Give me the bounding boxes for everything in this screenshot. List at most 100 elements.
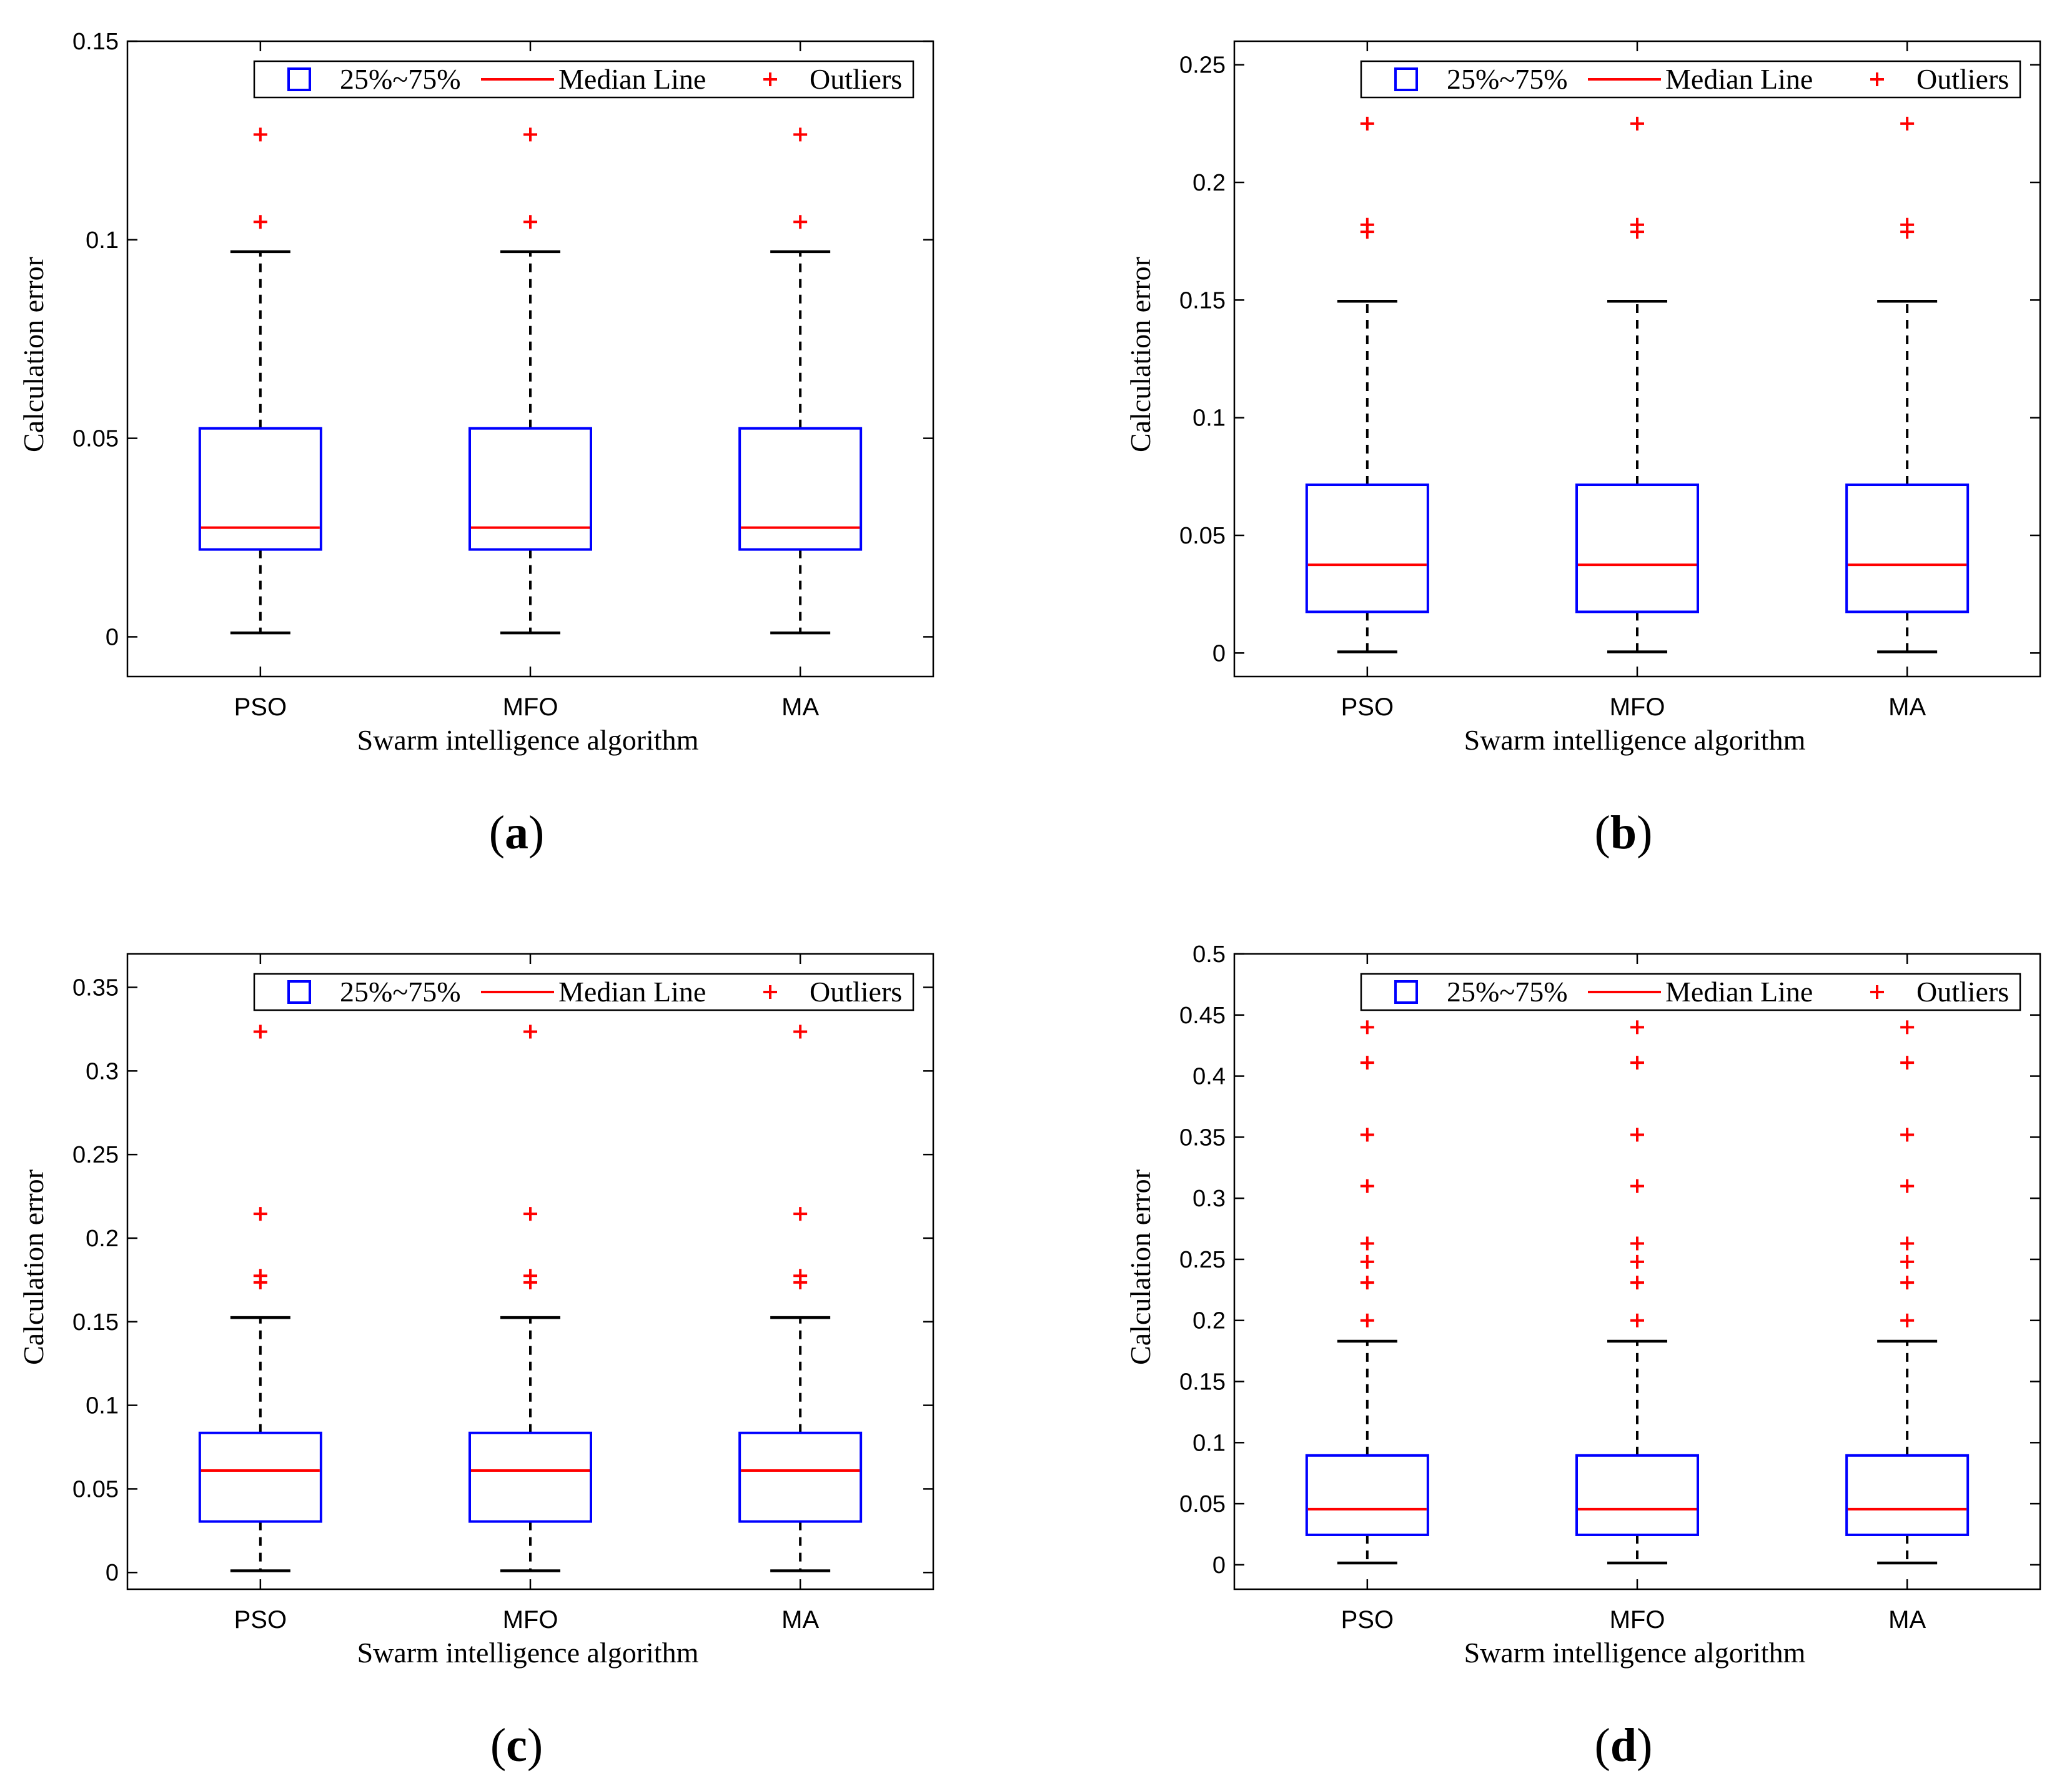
outlier-point	[1900, 1179, 1915, 1193]
outlier-point	[1360, 1236, 1374, 1251]
legend: 25%~75% Median Line Outliers	[1360, 60, 2021, 99]
panel-label: (a)	[489, 806, 545, 859]
outlier-point	[523, 215, 537, 229]
outlier-point	[1360, 1313, 1374, 1327]
panel-label-open: (	[490, 1719, 506, 1772]
iqr-box	[468, 427, 592, 551]
x-tick-label: PSO	[234, 693, 287, 721]
y-tick-label: 0.15	[1179, 1369, 1226, 1396]
y-tick-label: 0.25	[1179, 1247, 1226, 1273]
box-mfo	[468, 127, 592, 635]
legend-frame	[1360, 973, 2021, 1011]
iqr-box	[198, 1431, 322, 1523]
x-tick-label: MFO	[1610, 1606, 1665, 1634]
x-tick-label: PSO	[1341, 1606, 1394, 1634]
outlier-point	[253, 1207, 267, 1221]
legend-box-swatch	[287, 67, 311, 91]
outlier-point	[1360, 217, 1374, 232]
iqr-box	[1845, 484, 1970, 613]
outlier-point	[523, 1024, 537, 1039]
panel-label: (c)	[490, 1719, 543, 1772]
x-axis-label: Swarm intelligence algorithm	[357, 1637, 699, 1669]
outlier-point	[1900, 116, 1915, 131]
outlier-point	[1900, 1236, 1915, 1251]
y-tick-label: 0.2	[1192, 1308, 1226, 1334]
x-tick-label: MFO	[503, 693, 558, 721]
legend-outlier-label: Outliers	[810, 976, 902, 1008]
y-tick-label: 0.15	[1179, 287, 1226, 314]
legend-box-label: 25%~75%	[1447, 976, 1568, 1008]
outlier-point	[793, 1207, 808, 1221]
y-tick-label: 0.1	[86, 227, 119, 254]
panel-label-letter: c	[506, 1719, 527, 1772]
x-tick-label: PSO	[1341, 693, 1394, 721]
x-tick-label: PSO	[234, 1606, 287, 1634]
outlier-point	[523, 127, 537, 142]
legend: 25%~75% Median Line Outliers	[253, 973, 915, 1011]
y-axis-label: Calculation error	[1124, 257, 1156, 452]
outlier-point	[253, 215, 267, 229]
outlier-point	[1630, 1020, 1644, 1034]
outlier-point	[253, 1269, 267, 1283]
y-tick-label: 0.15	[72, 29, 119, 55]
x-axis-label: Swarm intelligence algorithm	[1464, 1637, 1806, 1669]
legend-median-label: Median Line	[1665, 976, 1813, 1008]
y-tick-label: 0.2	[1192, 170, 1226, 196]
panel-label-letter: d	[1610, 1719, 1637, 1772]
box-ma	[738, 1024, 863, 1572]
legend-box-swatch	[287, 980, 311, 1004]
outlier-point	[1630, 1276, 1644, 1290]
box-pso	[198, 127, 322, 635]
panel-label-close: )	[527, 1719, 543, 1772]
iqr-box	[198, 427, 322, 551]
legend-outlier-swatch	[1870, 72, 1884, 86]
iqr-box	[1305, 1454, 1429, 1536]
x-axis-label: Swarm intelligence algorithm	[357, 724, 699, 756]
legend: 25%~75% Median Line Outliers	[253, 60, 915, 99]
panel-label: (b)	[1595, 806, 1653, 859]
box-pso	[198, 1024, 322, 1572]
panel-label-letter: a	[505, 806, 528, 859]
outlier-point	[1360, 116, 1374, 131]
x-tick-label: MA	[781, 1606, 819, 1634]
outlier-point	[1630, 1128, 1644, 1142]
y-tick-label: 0.05	[72, 1476, 119, 1502]
y-tick-label: 0.05	[1179, 1491, 1226, 1517]
box-mfo	[1575, 116, 1699, 653]
y-tick-label: 0.35	[1179, 1124, 1226, 1151]
y-tick-label: 0.4	[1192, 1064, 1226, 1090]
outlier-point	[1900, 1128, 1915, 1142]
outlier-point	[523, 1269, 537, 1283]
panel-label-close: )	[528, 806, 544, 859]
y-axis-label: Calculation error	[17, 1169, 49, 1365]
panel-label-letter: b	[1610, 806, 1637, 859]
box-pso	[1305, 116, 1429, 653]
iqr-box	[1575, 484, 1699, 613]
legend: 25%~75% Median Line Outliers	[1360, 973, 2021, 1011]
panel-label-open: (	[1595, 806, 1610, 859]
outlier-point	[1900, 1254, 1915, 1269]
outlier-point	[253, 127, 267, 142]
panel-d: 0 0.05 0.1 0.15 0.2 0.25 0.3 0.35 0.4 0.45 0.5 PSO M…	[1124, 941, 2041, 1772]
y-tick-label: 0	[1212, 640, 1226, 667]
y-tick-label: 0.05	[72, 426, 119, 452]
outlier-point	[1360, 1276, 1374, 1290]
y-tick-label: 0	[1212, 1552, 1226, 1579]
box-ma	[738, 127, 863, 635]
outlier-point	[1630, 1056, 1644, 1070]
panel-label-open: (	[1595, 1719, 1610, 1772]
panel-label-open: (	[489, 806, 505, 859]
box-mfo	[468, 1024, 592, 1572]
panel-label: (d)	[1595, 1719, 1653, 1772]
legend-median-label: Median Line	[558, 976, 706, 1008]
legend-frame	[253, 60, 915, 99]
legend-box-swatch	[1394, 980, 1418, 1004]
x-tick-label: MA	[781, 693, 819, 721]
iqr-box	[1845, 1454, 1970, 1536]
y-tick-label: 0.5	[1192, 941, 1226, 968]
legend-outlier-swatch	[763, 72, 777, 86]
legend-median-label: Median Line	[558, 63, 706, 95]
y-tick-label: 0.05	[1179, 523, 1226, 549]
panel-b: 0 0.05 0.1 0.15 0.2 0.25 PSO MFO MA Swarm intelli…	[1124, 40, 2041, 859]
legend-box-swatch	[1394, 67, 1418, 91]
